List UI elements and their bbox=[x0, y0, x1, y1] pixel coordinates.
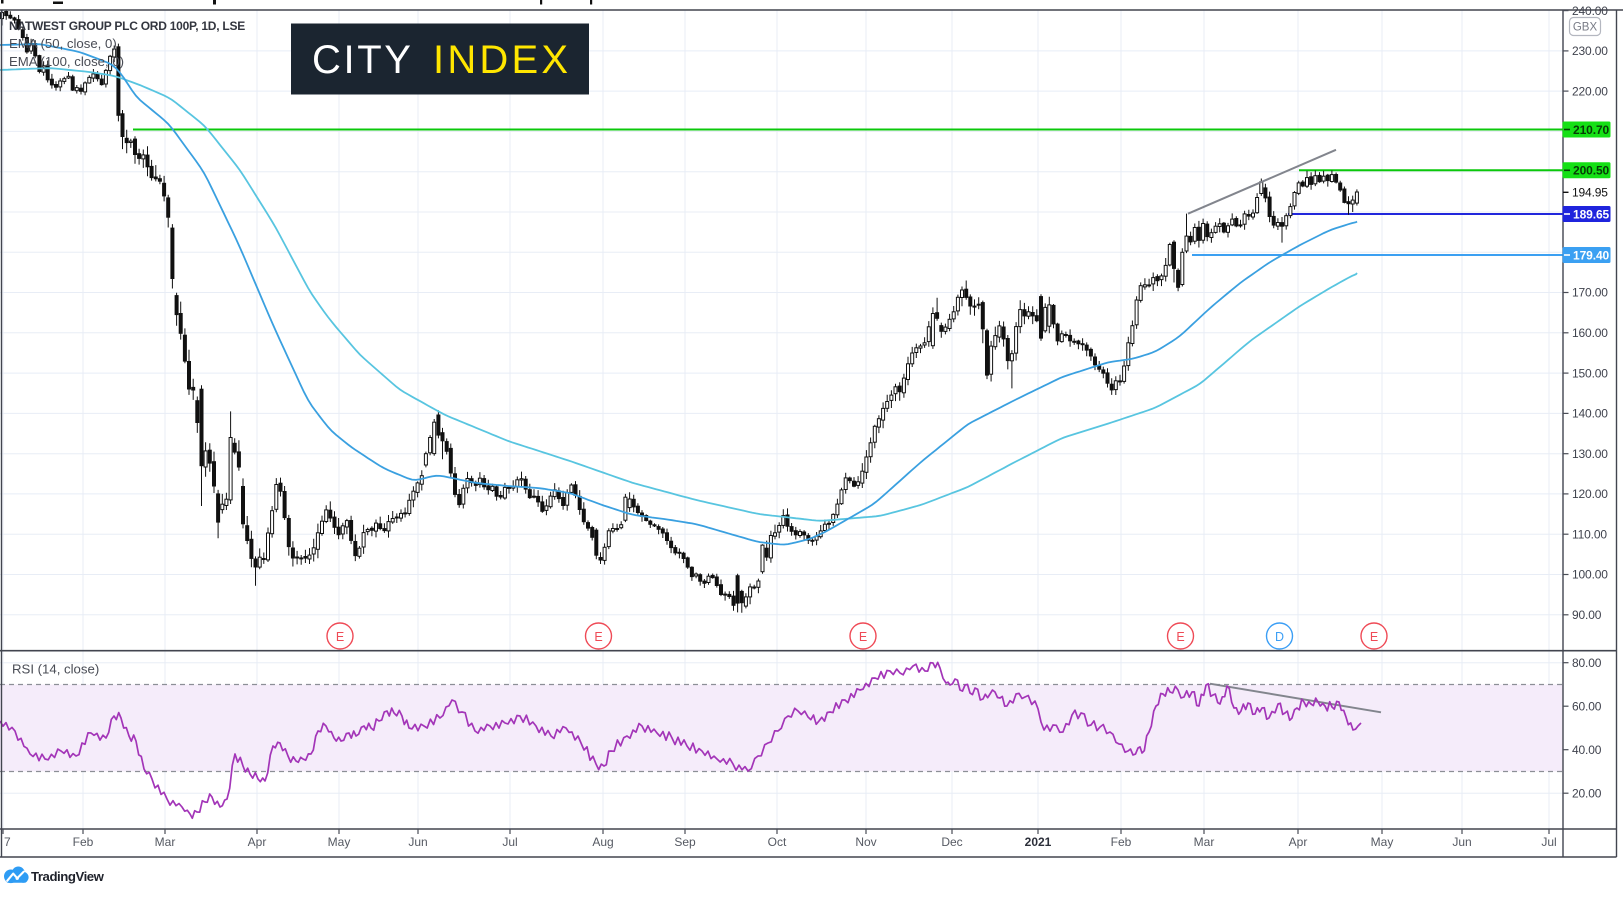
svg-text:240.00: 240.00 bbox=[1572, 4, 1608, 18]
svg-text:Aug: Aug bbox=[592, 835, 613, 849]
svg-text:Sep: Sep bbox=[674, 835, 696, 849]
svg-text:100.00: 100.00 bbox=[1572, 568, 1608, 582]
svg-text:40.00: 40.00 bbox=[1572, 743, 1602, 757]
svg-text:189.65: 189.65 bbox=[1573, 207, 1610, 221]
svg-text:Jun: Jun bbox=[408, 835, 427, 849]
svg-text:Jul: Jul bbox=[1541, 835, 1556, 849]
svg-text:Feb: Feb bbox=[1111, 835, 1132, 849]
svg-text:May: May bbox=[1371, 835, 1394, 849]
svg-text:160.00: 160.00 bbox=[1572, 326, 1608, 340]
svg-text:Jul: Jul bbox=[502, 835, 517, 849]
svg-text:Mar: Mar bbox=[155, 835, 176, 849]
svg-text:Apr: Apr bbox=[248, 835, 267, 849]
svg-text:EMA (100, close, 0): EMA (100, close, 0) bbox=[9, 54, 124, 69]
svg-text:194.95: 194.95 bbox=[1572, 185, 1608, 199]
svg-text:120.00: 120.00 bbox=[1572, 487, 1608, 501]
svg-text:E: E bbox=[594, 630, 602, 644]
svg-text:80.00: 80.00 bbox=[1572, 656, 1602, 670]
svg-text:7: 7 bbox=[4, 835, 11, 849]
svg-text:90.00: 90.00 bbox=[1572, 608, 1602, 622]
svg-text:D: D bbox=[1275, 630, 1284, 644]
svg-text:140.00: 140.00 bbox=[1572, 407, 1608, 421]
svg-text:Oct: Oct bbox=[768, 835, 787, 849]
svg-text:CITY: CITY bbox=[312, 38, 414, 82]
svg-text:60.00: 60.00 bbox=[1572, 699, 1602, 713]
svg-text:GBX: GBX bbox=[1573, 22, 1598, 34]
svg-text:E: E bbox=[1176, 630, 1184, 644]
svg-text:Jun: Jun bbox=[1452, 835, 1471, 849]
svg-text:Dec: Dec bbox=[941, 835, 962, 849]
svg-text:E: E bbox=[336, 630, 344, 644]
svg-text:179.40: 179.40 bbox=[1573, 248, 1610, 262]
svg-text:130.00: 130.00 bbox=[1572, 447, 1608, 461]
svg-text:Feb: Feb bbox=[73, 835, 94, 849]
svg-text:150.00: 150.00 bbox=[1572, 366, 1608, 380]
svg-text:Nov: Nov bbox=[855, 835, 876, 849]
svg-text:RSI (14, close): RSI (14, close) bbox=[12, 662, 99, 677]
svg-text:NATWEST GROUP PLC ORD 100P, 1D: NATWEST GROUP PLC ORD 100P, 1D, LSE bbox=[9, 19, 245, 33]
svg-text:200.50: 200.50 bbox=[1573, 164, 1610, 178]
svg-text:INDEX: INDEX bbox=[433, 38, 571, 82]
svg-text:E: E bbox=[859, 630, 867, 644]
svg-text:20.00: 20.00 bbox=[1572, 786, 1602, 800]
svg-text:E: E bbox=[1370, 630, 1378, 644]
svg-text:May: May bbox=[328, 835, 351, 849]
svg-text:Apr: Apr bbox=[1289, 835, 1308, 849]
svg-text:220.00: 220.00 bbox=[1572, 84, 1608, 98]
svg-text:Mar: Mar bbox=[1194, 835, 1215, 849]
svg-text:2021: 2021 bbox=[1025, 835, 1052, 849]
svg-text:230.00: 230.00 bbox=[1572, 44, 1608, 58]
svg-text:210.70: 210.70 bbox=[1573, 123, 1610, 137]
svg-text:TradingView: TradingView bbox=[31, 869, 105, 884]
svg-text:EMA (50, close, 0): EMA (50, close, 0) bbox=[9, 36, 117, 51]
svg-text:170.00: 170.00 bbox=[1572, 286, 1608, 300]
svg-text:110.00: 110.00 bbox=[1572, 527, 1607, 541]
